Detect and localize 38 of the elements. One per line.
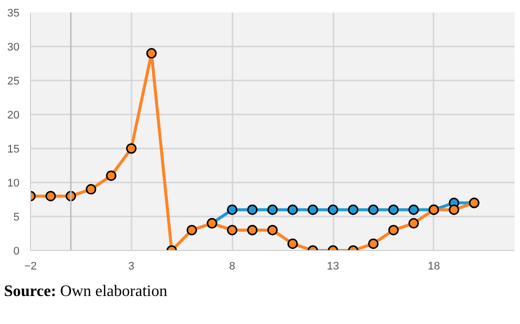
point (186, 224, 198, 236)
point (247, 204, 258, 215)
point (388, 224, 399, 236)
point (226, 204, 238, 215)
point (408, 218, 419, 229)
point (308, 204, 318, 215)
y-tick-label: 25 (7, 76, 20, 88)
x-tick-label: 3 (128, 260, 134, 272)
point (287, 204, 298, 215)
point (146, 48, 157, 59)
y-tick-label: 30 (7, 42, 20, 54)
point (106, 170, 116, 181)
point (226, 224, 238, 236)
point (45, 190, 56, 202)
source-note: Source: Own elaboration (4, 282, 168, 302)
y-tick-label: 35 (7, 8, 20, 20)
point (86, 184, 96, 195)
point (348, 204, 358, 215)
x-tick-label: 13 (326, 260, 340, 272)
point (408, 204, 419, 215)
y-tick-label: 5 (13, 212, 20, 224)
point (126, 143, 137, 154)
point (267, 204, 278, 215)
y-tick-label: 10 (7, 178, 20, 190)
x-tick-label: 18 (428, 260, 440, 272)
x-tick-label: −2 (24, 260, 37, 272)
y-tick-label: 20 (7, 110, 20, 122)
point (388, 204, 399, 215)
y-tick-label: 0 (13, 246, 20, 258)
x-tick-label: 8 (229, 260, 236, 272)
y-tick-label: 15 (7, 144, 20, 156)
point (287, 238, 298, 249)
point (328, 204, 338, 215)
point (267, 224, 278, 236)
point (368, 238, 379, 249)
point (448, 204, 460, 215)
point (368, 204, 379, 215)
point (247, 224, 258, 236)
